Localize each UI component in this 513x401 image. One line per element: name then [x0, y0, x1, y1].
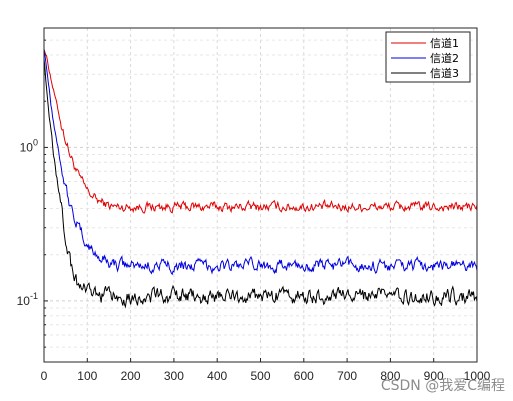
legend-label: 信道3: [430, 66, 459, 80]
x-tick-label: 200: [121, 369, 141, 383]
series-line: [43, 48, 478, 214]
legend-box: [385, 31, 471, 83]
x-tick-label: 800: [380, 369, 400, 383]
x-tick-label: 600: [294, 369, 314, 383]
y-tick-labels: 100 10-1: [17, 137, 38, 307]
tick-marks: [43, 27, 478, 363]
series-group: [43, 48, 478, 309]
x-tick-label: 400: [207, 369, 227, 383]
series-line: [43, 49, 478, 276]
legend-label: 信道1: [430, 36, 459, 50]
x-tick-label: 300: [164, 369, 184, 383]
legend-label: 信道2: [430, 51, 459, 65]
y-tick-label: 10-1: [17, 291, 38, 308]
y-tick-label: 100: [20, 137, 38, 154]
x-tick-label: 1000: [464, 369, 491, 383]
x-tick-label: 0: [41, 369, 48, 383]
watermark: CSDN @我爱C编程: [380, 378, 505, 394]
x-tick-label: 100: [77, 369, 97, 383]
x-tick-label: 900: [424, 369, 444, 383]
grid: [43, 27, 478, 363]
x-tick-label: 700: [337, 369, 357, 383]
x-tick-labels: 0 100 200 300 400 500 600 700 800 900 1000: [41, 369, 491, 383]
x-tick-label: 500: [250, 369, 270, 383]
series-line: [43, 57, 478, 309]
